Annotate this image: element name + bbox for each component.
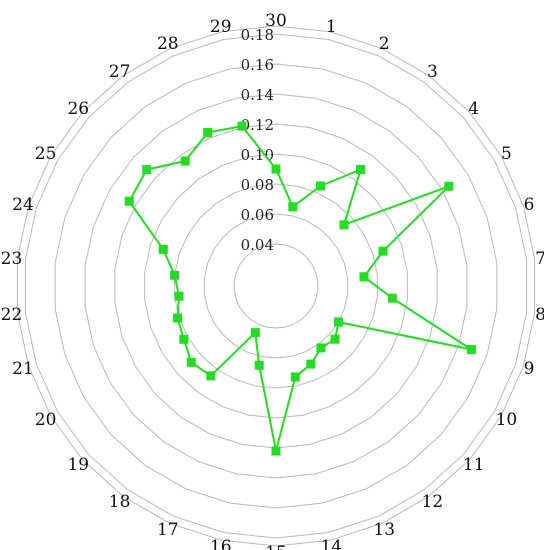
radar-grid: [16, 25, 536, 547]
radial-tick-label: 0.10: [241, 146, 274, 164]
radial-tick-label: 0.16: [241, 56, 274, 74]
data-point: [173, 313, 183, 323]
category-label: 12: [422, 492, 444, 512]
grid-ring: [144, 153, 408, 419]
data-point: [339, 220, 349, 230]
category-label: 4: [468, 99, 479, 119]
data-point: [356, 165, 366, 174]
series-line: [128, 125, 473, 452]
radial-tick-labels: 0.04 0.06 0.08 0.10 0.12 0.14 0.16 0.18: [241, 26, 274, 254]
category-labels: 1234567891011121314151617181920212223242…: [1, 11, 544, 550]
category-label: 11: [463, 455, 485, 475]
data-point: [124, 196, 134, 206]
radial-tick-label: 0.08: [241, 176, 274, 194]
data-point: [316, 343, 326, 353]
category-label: 15: [265, 543, 287, 550]
category-label: 20: [35, 410, 57, 430]
data-point: [170, 270, 180, 280]
grid-ring: [54, 63, 498, 509]
data-point: [387, 293, 397, 303]
data-point: [316, 181, 325, 191]
data-point: [186, 357, 196, 367]
data-point: [466, 345, 476, 354]
category-label: 1: [326, 17, 337, 37]
data-point: [179, 334, 189, 344]
category-label: 27: [109, 62, 131, 82]
data-point: [271, 164, 281, 174]
category-label: 8: [535, 305, 544, 325]
data-point: [330, 334, 340, 344]
category-label: 2: [379, 34, 390, 54]
category-label: 18: [109, 492, 131, 512]
grid-ring: [114, 123, 438, 449]
data-point: [180, 156, 190, 166]
category-label: 30: [265, 11, 287, 31]
category-label: 7: [535, 249, 544, 269]
data-point: [254, 360, 264, 370]
category-label: 29: [210, 17, 232, 37]
category-label: 28: [157, 34, 179, 54]
category-label: 22: [1, 305, 23, 325]
data-point: [378, 246, 388, 256]
radial-tick-label: 0.06: [241, 206, 274, 224]
category-label: 25: [35, 144, 57, 164]
category-label: 16: [210, 537, 232, 550]
grid-ring: [174, 183, 378, 389]
data-point: [142, 165, 152, 175]
category-label: 23: [1, 249, 23, 269]
data-point: [250, 328, 260, 338]
category-label: 13: [373, 520, 395, 540]
data-point: [158, 244, 168, 254]
grid-ring: [84, 93, 468, 479]
category-label: 24: [12, 195, 34, 215]
category-label: 19: [67, 455, 89, 475]
data-series: [124, 121, 476, 456]
category-label: 3: [427, 62, 438, 82]
category-label: 14: [320, 537, 342, 550]
grid-ring: [24, 33, 528, 539]
data-point: [306, 359, 316, 369]
data-point: [206, 371, 216, 381]
data-point: [333, 317, 343, 327]
data-point: [271, 446, 281, 456]
radial-tick-label: 0.14: [241, 86, 274, 104]
grid-ring: [16, 25, 536, 547]
data-point: [288, 202, 298, 212]
data-point: [237, 121, 247, 131]
category-label: 17: [157, 520, 179, 540]
radial-tick-label: 0.18: [241, 26, 274, 44]
data-point: [359, 272, 369, 282]
category-label: 26: [67, 99, 89, 119]
data-point: [290, 372, 300, 382]
category-label: 5: [501, 144, 512, 164]
category-label: 10: [496, 410, 518, 430]
data-point: [444, 181, 454, 191]
category-label: 9: [524, 359, 535, 379]
grid-ring: [233, 243, 319, 329]
radial-tick-label: 0.04: [241, 236, 274, 254]
grid-ring: [203, 213, 349, 359]
category-label: 21: [12, 359, 34, 379]
radial-tick-label: 0.12: [241, 116, 274, 134]
data-point: [203, 128, 213, 137]
category-label: 6: [524, 195, 535, 215]
data-point: [174, 291, 184, 301]
